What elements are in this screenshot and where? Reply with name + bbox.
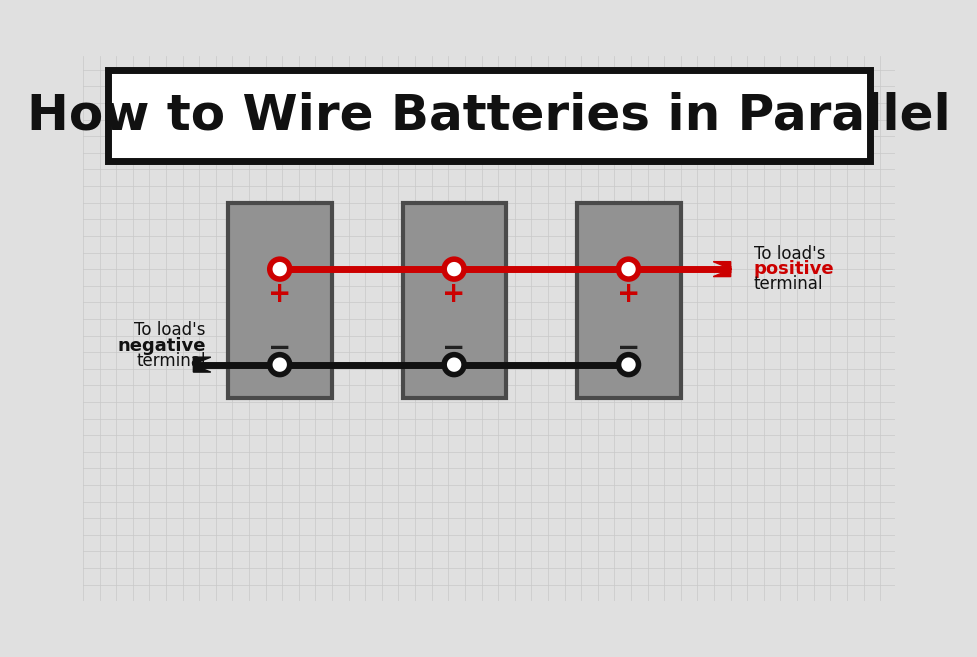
Circle shape [617,259,638,279]
Text: terminal: terminal [753,275,823,293]
FancyArrow shape [712,261,731,277]
Circle shape [617,355,638,374]
FancyArrow shape [192,357,211,372]
Text: −: − [616,334,640,362]
Text: positive: positive [753,260,833,278]
Text: −: − [442,334,465,362]
Text: +: + [616,280,640,308]
Circle shape [444,355,464,374]
Text: To load's: To load's [134,321,205,339]
Bar [228,202,332,398]
Text: negative: negative [117,336,205,355]
Text: terminal: terminal [136,352,205,371]
Text: +: + [268,280,291,308]
Text: How to Wire Batteries in Parallel: How to Wire Batteries in Parallel [27,91,950,139]
Text: +: + [442,280,465,308]
Circle shape [444,259,464,279]
Bar [107,70,870,161]
Bar [403,202,506,398]
Text: −: − [268,334,291,362]
Text: To load's: To load's [753,245,825,263]
Bar [576,202,680,398]
Circle shape [270,259,289,279]
Circle shape [270,355,289,374]
